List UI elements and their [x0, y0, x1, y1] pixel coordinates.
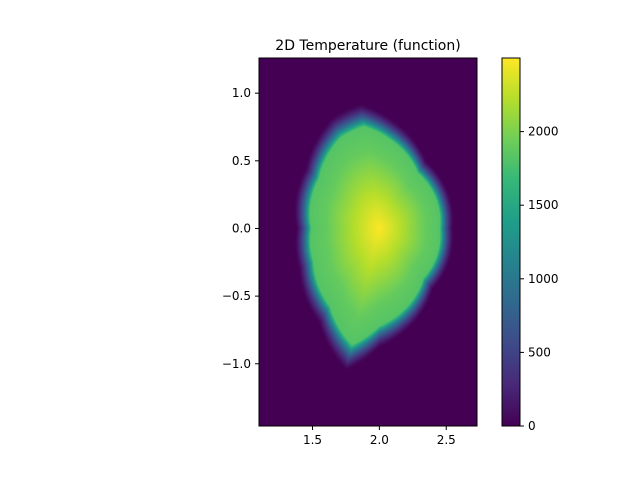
- y-tick-label: 1.0: [232, 86, 251, 100]
- colorbar-frame: [501, 57, 521, 427]
- chart-title: 2D Temperature (function): [275, 38, 460, 54]
- axes-frame: [258, 57, 478, 427]
- y-axis: −1.0 −0.5 0.0 0.5 1.0: [222, 86, 259, 371]
- colorbar-tick-label: 0: [528, 419, 536, 433]
- y-tick-label: −0.5: [222, 289, 251, 303]
- x-tick-label: 2.5: [437, 433, 456, 447]
- temperature-field: [259, 58, 477, 426]
- y-tick-label: 0.5: [232, 154, 251, 168]
- colorbar-axis: 0 500 1000 1500 2000: [520, 125, 559, 433]
- colorbar-tick-label: 2000: [528, 125, 559, 139]
- x-axis: 1.5 2.0 2.5: [303, 426, 456, 447]
- y-tick-label: 0.0: [232, 221, 251, 235]
- colorbar-fill: [502, 58, 520, 426]
- x-tick-label: 1.5: [303, 433, 322, 447]
- colorbar-tick-label: 1500: [528, 198, 559, 212]
- colorbar-tick-label: 500: [528, 345, 551, 359]
- heatmap-axes: 1.5 2.0 2.5 −1.0 −0.5 0.0 0.5 1.0: [222, 57, 478, 447]
- x-tick-label: 2.0: [370, 433, 389, 447]
- colorbar: 0 500 1000 1500 2000: [501, 57, 559, 433]
- y-tick-label: −1.0: [222, 357, 251, 371]
- colorbar-tick-label: 1000: [528, 272, 559, 286]
